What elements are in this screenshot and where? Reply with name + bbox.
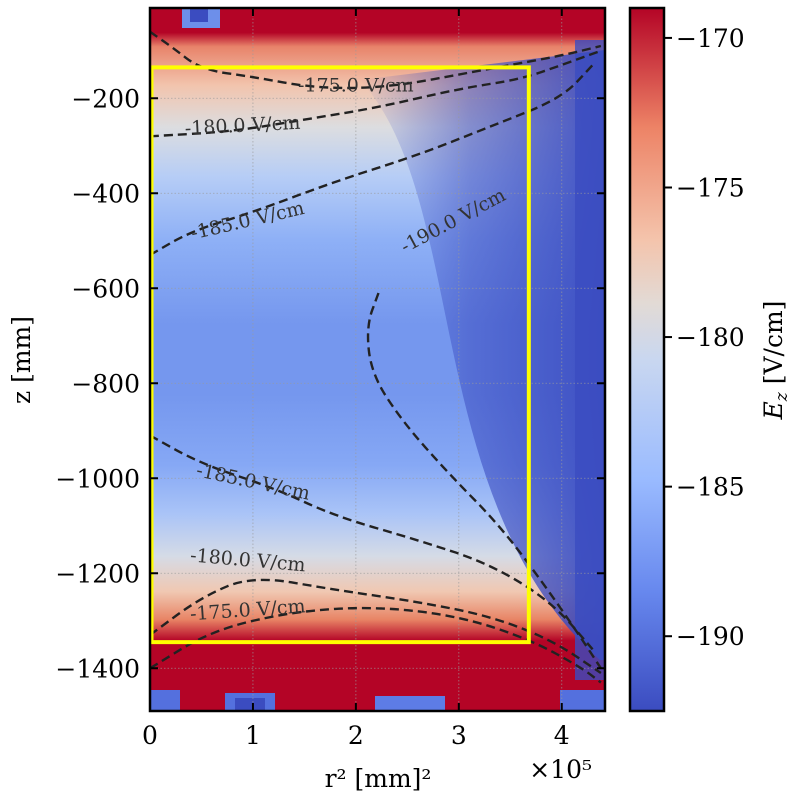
contour-line [150,434,594,651]
x-tick-label: 3 [451,721,467,750]
y-tick-label: −400 [71,179,140,208]
highlight-rect [149,65,531,645]
colorbar-ticks: −170 −175 −180 −185 −190 [664,24,745,651]
contour-line [150,578,602,674]
y-axis-label: z [mm] [7,316,36,404]
colorbar-tick-label: −185 [676,473,745,502]
x-axis-ticks: 0 1 2 3 4 [142,8,570,750]
contour-line [150,49,602,138]
colorbar-tick-label: −180 [676,323,745,352]
y-tick-label: −1000 [55,464,140,493]
y-axis-ticks: −200 −400 −600 −800 −1000 −1200 −1400 [55,84,605,683]
y-tick-label: −1200 [55,559,140,588]
contour-line [366,292,602,669]
colorbar-tick-label: −190 [676,622,745,651]
highlight-box [149,65,531,645]
y-tick-label: −800 [71,369,140,398]
contour-line [150,64,594,257]
colorbar-tick-label: −170 [676,24,745,53]
y-tick-label: −600 [71,274,140,303]
x-axis-offset: ×10⁵ [529,755,592,784]
contour-line [150,606,602,684]
colorbar-tick-label: −175 [676,173,745,202]
x-tick-label: 2 [348,721,364,750]
contour-label: -175.0 V/cm [298,74,414,96]
y-tick-label: −1400 [55,654,140,683]
x-axis-label: r² [mm]² [325,764,432,793]
x-tick-label: 0 [142,721,158,750]
colorbar-label: Ez [V/cm] [759,301,792,421]
colorbar: −170 −175 −180 −185 −190 Ez [V/cm] [628,6,792,713]
y-tick-label: −200 [71,84,140,113]
x-tick-label: 4 [554,721,570,750]
plot-frame [148,6,607,713]
x-tick-label: 1 [245,721,261,750]
